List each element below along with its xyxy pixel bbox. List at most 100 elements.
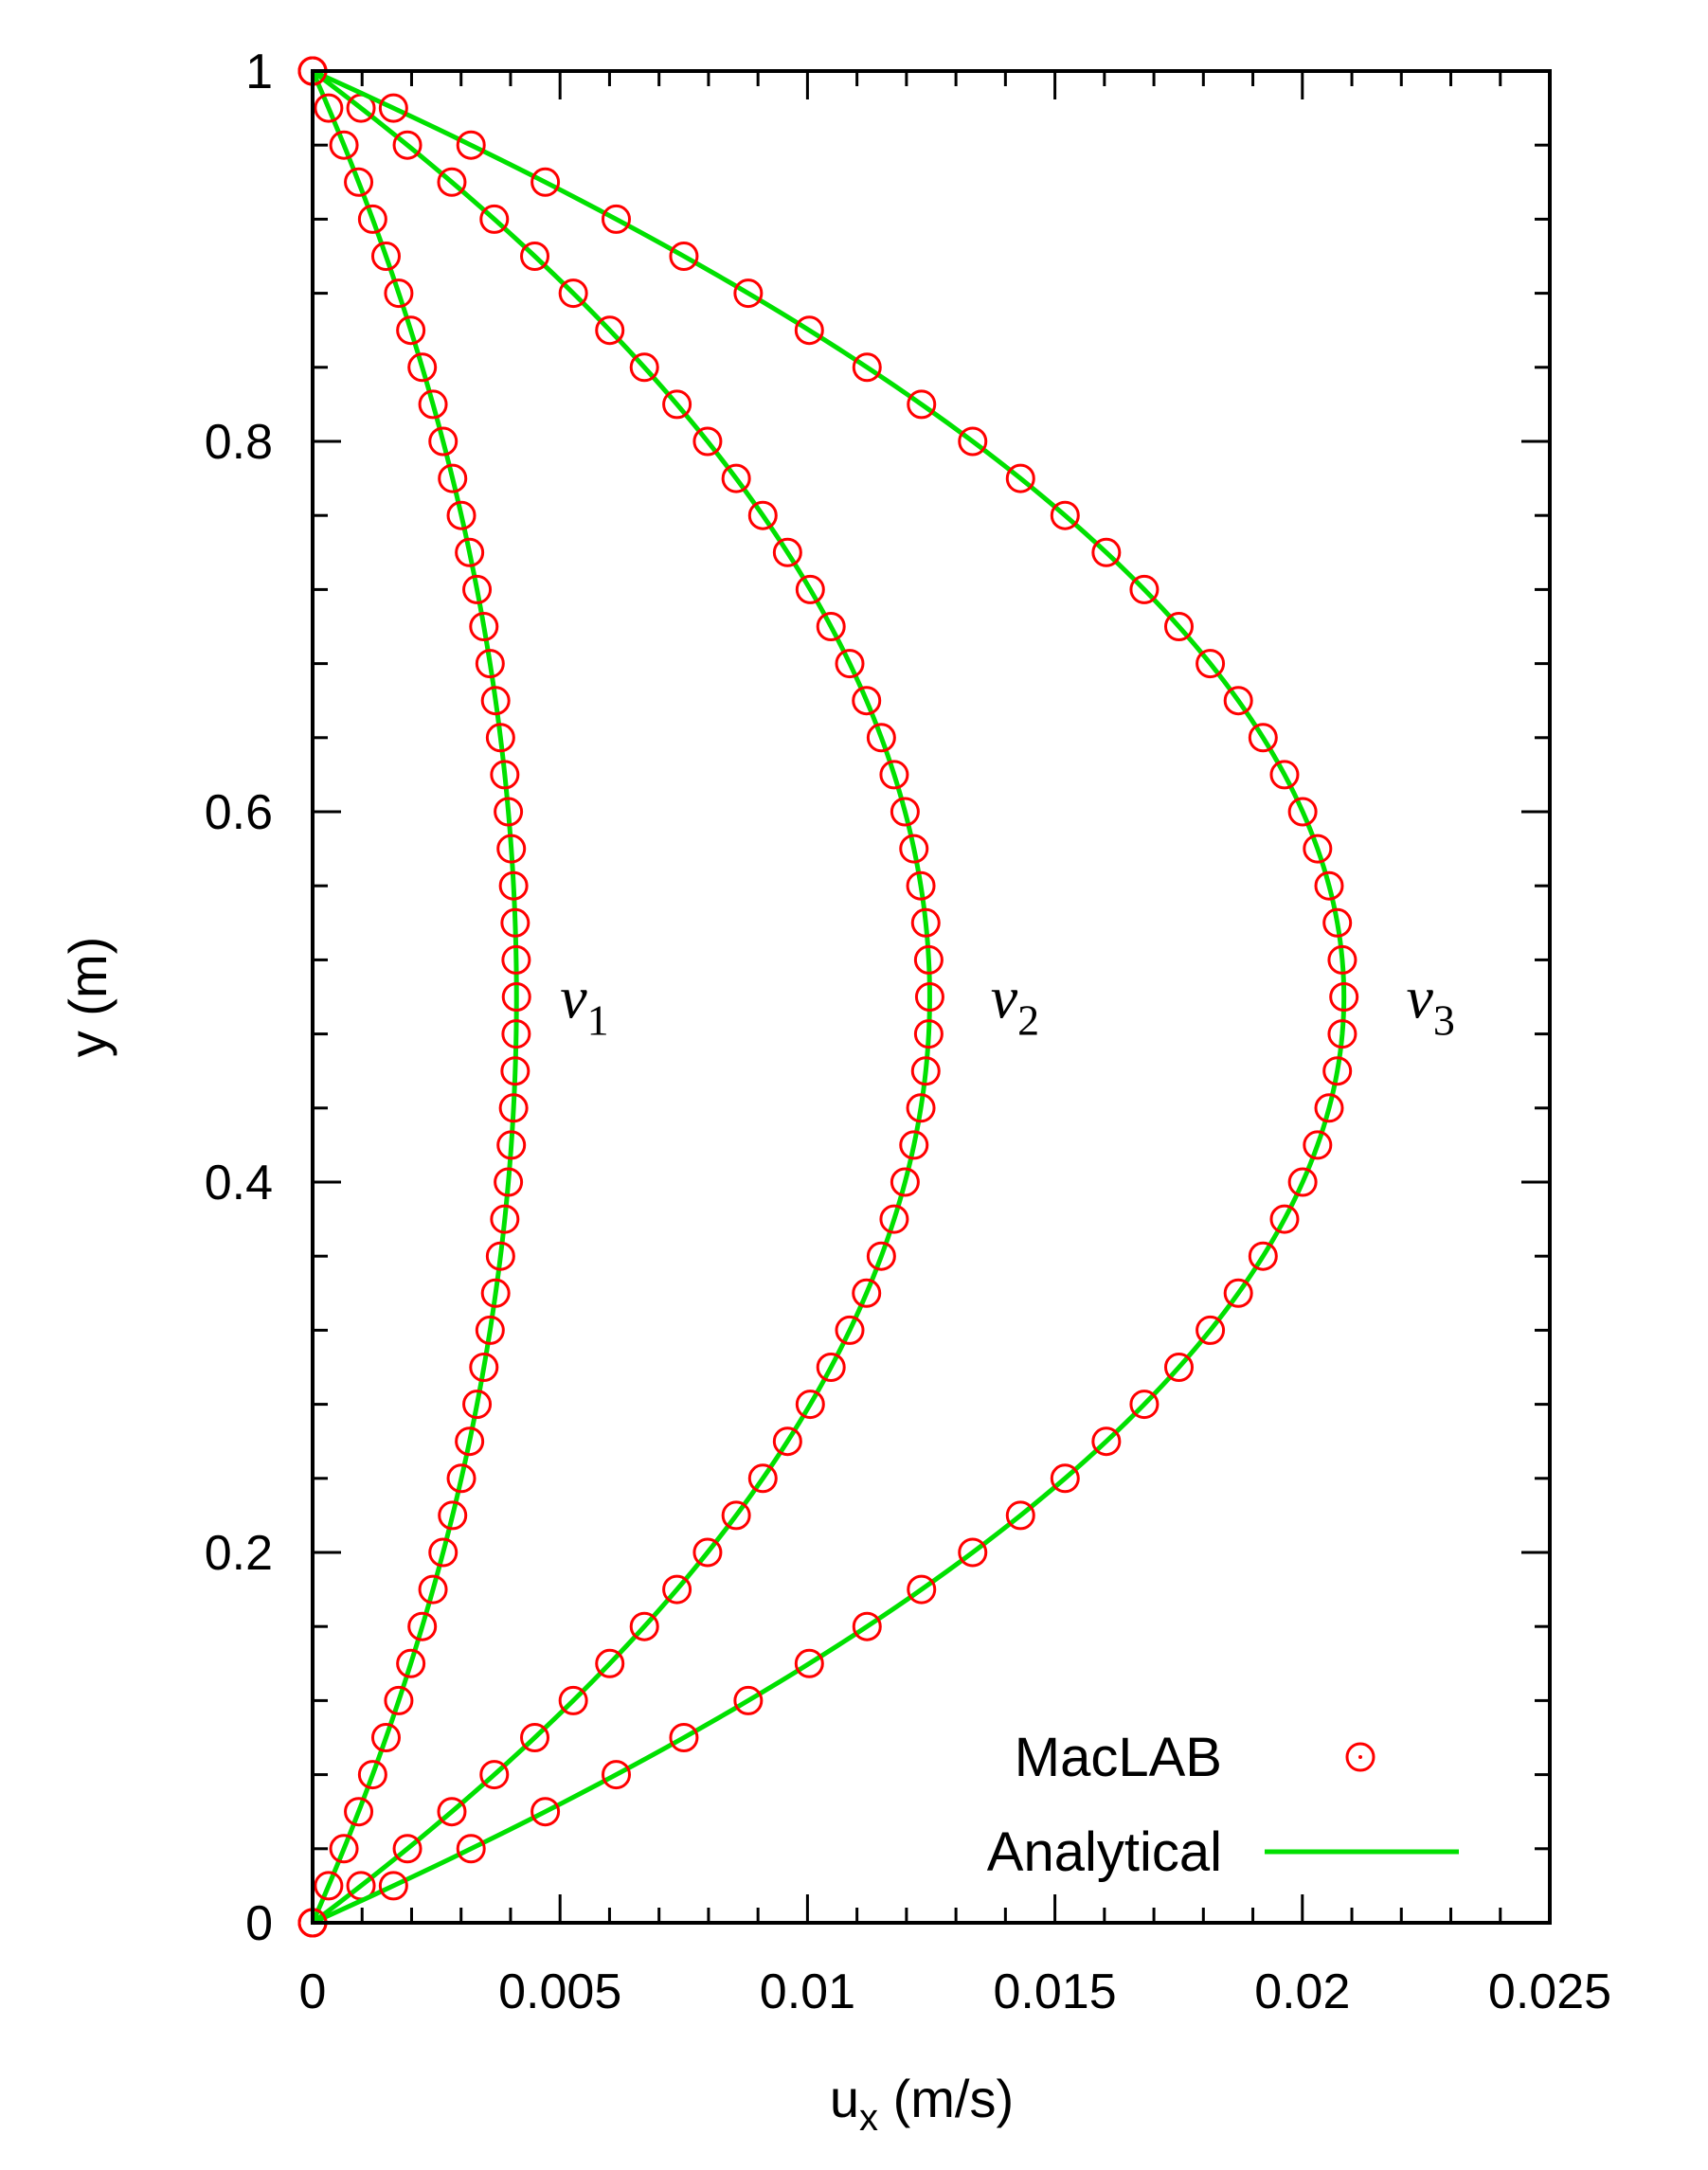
maclab-point-v2 xyxy=(835,1315,865,1345)
curve-label-subscript: 3 xyxy=(1433,996,1455,1045)
maclab-point-v1 xyxy=(475,649,505,679)
maclab-point-v2 xyxy=(479,204,510,234)
curve-label-v1: ν1 xyxy=(560,964,608,1045)
maclab-point-v2 xyxy=(795,574,825,604)
maclab-point-v2 xyxy=(437,167,467,197)
maclab-point-v3 xyxy=(1314,1093,1344,1123)
x-tick-label: 0.005 xyxy=(498,1964,621,2019)
maclab-point-v3 xyxy=(852,1611,882,1641)
maclab-point-v2 xyxy=(595,1648,625,1678)
series-layer xyxy=(297,56,1359,1938)
maclab-point-v3 xyxy=(1287,1167,1318,1197)
maclab-point-v2 xyxy=(852,686,882,716)
maclab-point-v2 xyxy=(866,723,896,753)
maclab-point-v3 xyxy=(378,1871,408,1901)
maclab-point-v3 xyxy=(733,1685,764,1715)
maclab-point-v1 xyxy=(438,1500,468,1531)
maclab-point-v3 xyxy=(530,1797,561,1827)
y-tick-label: 0.2 xyxy=(205,1526,273,1581)
maclab-point-v3 xyxy=(1314,870,1344,901)
maclab-point-v1 xyxy=(407,352,438,383)
maclab-point-v3 xyxy=(456,130,486,160)
maclab-point-v1 xyxy=(370,242,401,271)
maclab-point-v1 xyxy=(455,1426,485,1457)
maclab-point-v2 xyxy=(629,352,659,383)
maclab-point-v1 xyxy=(480,1278,511,1308)
y-tick-label: 0.8 xyxy=(205,415,273,470)
y-tick-label: 1 xyxy=(245,45,273,99)
maclab-point-v3 xyxy=(1287,797,1318,827)
maclab-point-v2 xyxy=(913,1019,944,1049)
maclab-point-v1 xyxy=(428,1537,458,1568)
maclab-point-v1 xyxy=(428,426,458,457)
x-tick-label: 0.01 xyxy=(760,1964,855,2019)
maclab-point-v3 xyxy=(1005,463,1035,493)
maclab-point-v2 xyxy=(662,1574,692,1605)
maclab-point-v3 xyxy=(1327,1019,1357,1049)
curve-label-symbol: ν xyxy=(1407,964,1434,1031)
maclab-point-v2 xyxy=(866,1241,896,1271)
x-axis-title-main: u xyxy=(830,2069,859,2128)
y-tick-label: 0 xyxy=(245,1896,273,1951)
maclab-point-v3 xyxy=(852,352,882,383)
maclab-point-v1 xyxy=(384,1685,414,1715)
maclab-point-v2 xyxy=(558,1685,588,1715)
maclab-point-v2 xyxy=(721,1500,751,1531)
maclab-point-v1 xyxy=(396,315,426,346)
maclab-point-v1 xyxy=(469,1353,499,1382)
maclab-point-v3 xyxy=(733,278,764,309)
curve-label-subscript: 1 xyxy=(587,996,609,1045)
legend-marker-dot xyxy=(1358,1755,1362,1759)
maclab-point-v2 xyxy=(899,1130,929,1160)
maclab-point-v1 xyxy=(314,1871,344,1901)
maclab-point-v1 xyxy=(370,1723,401,1752)
maclab-point-v3 xyxy=(602,204,632,234)
maclab-point-v1 xyxy=(490,760,520,790)
maclab-point-v3 xyxy=(1050,1463,1080,1494)
maclab-point-v2 xyxy=(772,1426,802,1457)
maclab-point-v3 xyxy=(794,1648,824,1678)
maclab-point-v2 xyxy=(721,463,751,493)
maclab-point-v3 xyxy=(1129,574,1160,604)
legend: MacLAB Analytical xyxy=(987,1727,1459,1883)
maclab-point-v1 xyxy=(344,1797,374,1827)
maclab-point-v3 xyxy=(1322,1056,1353,1086)
maclab-point-v1 xyxy=(446,1463,476,1494)
maclab-point-v3 xyxy=(1322,907,1353,938)
maclab-point-v1 xyxy=(418,389,448,420)
maclab-point-v3 xyxy=(669,1723,699,1752)
x-tick-label: 0.02 xyxy=(1254,1964,1350,2019)
maclab-point-v2 xyxy=(906,870,936,901)
maclab-point-v2 xyxy=(692,1537,723,1568)
maclab-point-v1 xyxy=(485,1241,515,1271)
maclab-point-v1 xyxy=(407,1611,438,1641)
curve-labels: ν1 ν2 ν3 xyxy=(560,964,1455,1045)
maclab-point-v1 xyxy=(314,93,344,123)
maclab-point-v3 xyxy=(456,1834,486,1864)
maclab-point-v2 xyxy=(520,242,550,271)
x-axis-title-unit: (m/s) xyxy=(878,2069,1014,2128)
maclab-point-v1 xyxy=(501,944,531,975)
curve-label-subscript: 2 xyxy=(1017,996,1039,1045)
maclab-point-v2 xyxy=(879,760,909,790)
maclab-point-v1 xyxy=(384,278,414,309)
maclab-point-v1 xyxy=(490,1204,520,1234)
maclab-point-v2 xyxy=(910,907,941,938)
maclab-point-v1 xyxy=(494,797,524,827)
maclab-point-v1 xyxy=(501,982,531,1012)
maclab-point-v2 xyxy=(392,1834,423,1864)
maclab-point-v2 xyxy=(662,389,692,420)
maclab-point-v2 xyxy=(835,649,865,679)
maclab-point-v3 xyxy=(1091,1426,1122,1457)
analytical-line-v2 xyxy=(311,69,932,1925)
maclab-point-v2 xyxy=(852,1278,882,1308)
curve-label-symbol: ν xyxy=(560,964,587,1031)
maclab-point-v3 xyxy=(907,389,937,420)
maclab-point-v2 xyxy=(816,1353,846,1382)
y-axis-title: y (m) xyxy=(58,937,117,1058)
maclab-point-v1 xyxy=(498,1093,529,1123)
maclab-point-v3 xyxy=(1248,723,1278,753)
curve-label-v2: ν2 xyxy=(991,964,1039,1045)
maclab-point-v3 xyxy=(1196,649,1226,679)
